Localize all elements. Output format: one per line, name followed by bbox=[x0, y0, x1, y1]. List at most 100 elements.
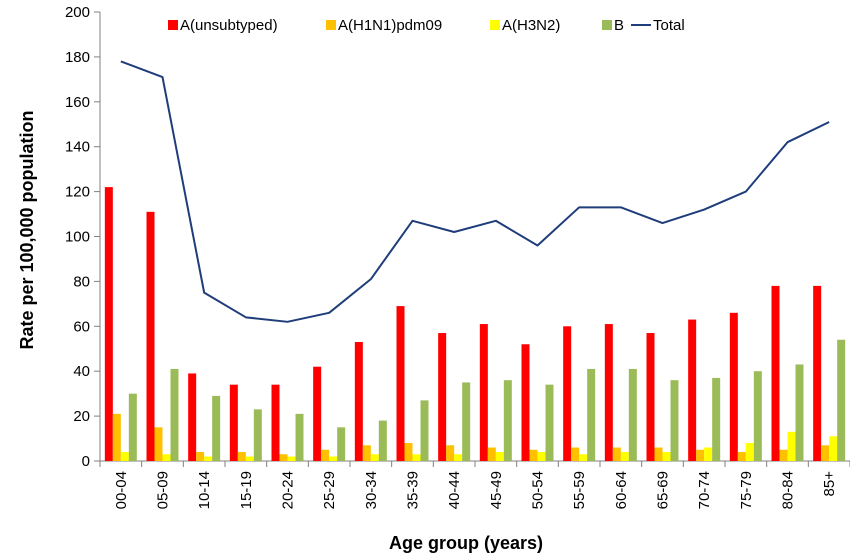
legend-swatch bbox=[168, 20, 178, 30]
bar-a-h3n2-75-79 bbox=[745, 443, 754, 461]
x-axis: 00-04 05-09 10-14 15-19 20-24 25-29 30-34 35-39… bbox=[99, 460, 850, 509]
y-tick-label: 80 bbox=[73, 273, 90, 290]
bar-a-h1n1-pdm09-75-79 bbox=[737, 452, 746, 461]
bar-a-unsubtyped-80-84 bbox=[771, 285, 780, 461]
bar-a-unsubtyped-30-34 bbox=[354, 342, 363, 461]
bar-b-50-54 bbox=[545, 384, 554, 461]
bar-a-unsubtyped-85+ bbox=[813, 285, 822, 461]
bar-b-55-59 bbox=[587, 368, 596, 461]
legend-swatch bbox=[326, 20, 336, 30]
bar-a-h3n2-25-29 bbox=[329, 456, 338, 461]
bar-a-h3n2-45-49 bbox=[495, 452, 504, 461]
x-tick-label: 05-09 bbox=[155, 471, 172, 509]
x-tick-label: 30-34 bbox=[363, 471, 380, 509]
x-tick-label: 35-39 bbox=[405, 471, 422, 509]
legend-label: A(unsubtyped) bbox=[180, 17, 278, 34]
bar-a-h3n2-70-74 bbox=[704, 447, 713, 461]
bar-b-20-24 bbox=[295, 413, 304, 461]
legend-swatch bbox=[490, 20, 500, 30]
x-tick-label: 80-84 bbox=[780, 471, 797, 509]
bar-a-h1n1-pdm09-50-54 bbox=[529, 449, 538, 461]
bar-b-80-84 bbox=[795, 364, 804, 461]
total-line bbox=[120, 60, 830, 323]
x-tick-label: 65-69 bbox=[655, 471, 672, 509]
legend-label: A(H3N2) bbox=[502, 17, 560, 34]
bar-b-85+ bbox=[837, 339, 846, 461]
bar-a-h1n1-pdm09-45-49 bbox=[487, 447, 496, 461]
bar-a-h3n2-65-69 bbox=[662, 452, 671, 461]
bar-a-unsubtyped-00-04 bbox=[104, 187, 113, 462]
bar-b-25-29 bbox=[337, 427, 346, 461]
x-tick-label: 70-74 bbox=[696, 471, 713, 509]
bar-b-75-79 bbox=[753, 371, 762, 461]
bar-b-05-09 bbox=[170, 368, 179, 461]
bar-a-unsubtyped-15-19 bbox=[229, 384, 238, 461]
bar-a-h1n1-pdm09-65-69 bbox=[654, 447, 663, 461]
bar-a-h1n1-pdm09-35-39 bbox=[404, 443, 413, 461]
bar-a-h1n1-pdm09-15-19 bbox=[237, 452, 246, 461]
bar-b-10-14 bbox=[212, 395, 221, 461]
bar-b-70-74 bbox=[712, 377, 721, 461]
bar-b-45-49 bbox=[503, 380, 512, 461]
y-tick-label: 100 bbox=[65, 229, 90, 246]
bar-a-h3n2-55-59 bbox=[579, 454, 588, 461]
y-axis-title: Rate per 100,000 population bbox=[17, 110, 37, 349]
bar-a-h3n2-15-19 bbox=[245, 456, 254, 461]
x-axis-title: Age group (years) bbox=[389, 533, 543, 553]
bar-a-unsubtyped-45-49 bbox=[479, 324, 488, 461]
bar-a-unsubtyped-55-59 bbox=[563, 326, 572, 461]
bar-a-h3n2-60-64 bbox=[620, 452, 629, 461]
x-tick-label: 15-19 bbox=[238, 471, 255, 509]
bar-a-h1n1-pdm09-20-24 bbox=[279, 454, 288, 461]
y-tick-label: 180 bbox=[65, 49, 90, 66]
bar-a-h3n2-40-44 bbox=[454, 454, 463, 461]
bar-a-h1n1-pdm09-10-14 bbox=[196, 452, 205, 461]
bar-a-unsubtyped-35-39 bbox=[396, 306, 405, 461]
y-tick-label: 160 bbox=[65, 94, 90, 111]
bar-a-unsubtyped-40-44 bbox=[438, 333, 447, 461]
legend: A(unsubtyped) A(H1N1)pdm09 A(H3N2) B Total bbox=[168, 17, 685, 34]
bar-a-h3n2-35-39 bbox=[412, 454, 421, 461]
y-tick-label: 200 bbox=[65, 4, 90, 21]
bar-a-unsubtyped-75-79 bbox=[729, 312, 738, 461]
bar-b-60-64 bbox=[628, 368, 637, 461]
bar-a-h1n1-pdm09-40-44 bbox=[446, 445, 455, 461]
bar-a-h1n1-pdm09-60-64 bbox=[612, 447, 621, 461]
bar-a-h3n2-30-34 bbox=[370, 454, 379, 461]
x-tick-label: 55-59 bbox=[571, 471, 588, 509]
bar-a-h1n1-pdm09-70-74 bbox=[696, 449, 705, 461]
x-tick-label: 25-29 bbox=[321, 471, 338, 509]
y-tick-label: 40 bbox=[73, 363, 90, 380]
bar-a-h3n2-05-09 bbox=[162, 454, 171, 461]
bar-a-h1n1-pdm09-25-29 bbox=[321, 449, 330, 461]
bar-a-h3n2-20-24 bbox=[287, 456, 296, 461]
legend-label: A(H1N1)pdm09 bbox=[338, 17, 442, 34]
x-tick-label: 75-79 bbox=[738, 471, 755, 509]
bar-a-unsubtyped-50-54 bbox=[521, 344, 530, 461]
legend-label: Total bbox=[653, 17, 685, 34]
bar-a-h3n2-85+ bbox=[829, 436, 838, 461]
bar-a-unsubtyped-20-24 bbox=[271, 384, 280, 461]
x-tick-label: 20-24 bbox=[280, 471, 297, 509]
bar-a-h1n1-pdm09-85+ bbox=[821, 445, 830, 461]
bar-b-30-34 bbox=[378, 420, 387, 461]
line-series-total bbox=[120, 60, 830, 323]
bar-a-h3n2-80-84 bbox=[787, 431, 796, 461]
y-tick-label: 20 bbox=[73, 408, 90, 425]
x-tick-label: 85+ bbox=[821, 471, 838, 497]
bar-a-unsubtyped-70-74 bbox=[688, 319, 697, 461]
y-tick-label: 140 bbox=[65, 139, 90, 156]
y-tick-label: 120 bbox=[65, 184, 90, 201]
bar-a-h3n2-10-14 bbox=[204, 456, 213, 461]
x-tick-label: 50-54 bbox=[530, 471, 547, 509]
x-tick-label: 00-04 bbox=[113, 471, 130, 509]
legend-label: B bbox=[614, 17, 624, 34]
legend-swatch bbox=[602, 20, 612, 30]
bar-b-40-44 bbox=[462, 382, 471, 461]
y-tick-label: 0 bbox=[82, 453, 90, 470]
bar-a-unsubtyped-05-09 bbox=[146, 211, 155, 461]
bar-a-unsubtyped-10-14 bbox=[188, 373, 197, 461]
bar-a-h3n2-00-04 bbox=[120, 452, 129, 461]
y-axis: 0 20 40 60 80 100 120 140 160 180 200 bbox=[65, 4, 101, 470]
